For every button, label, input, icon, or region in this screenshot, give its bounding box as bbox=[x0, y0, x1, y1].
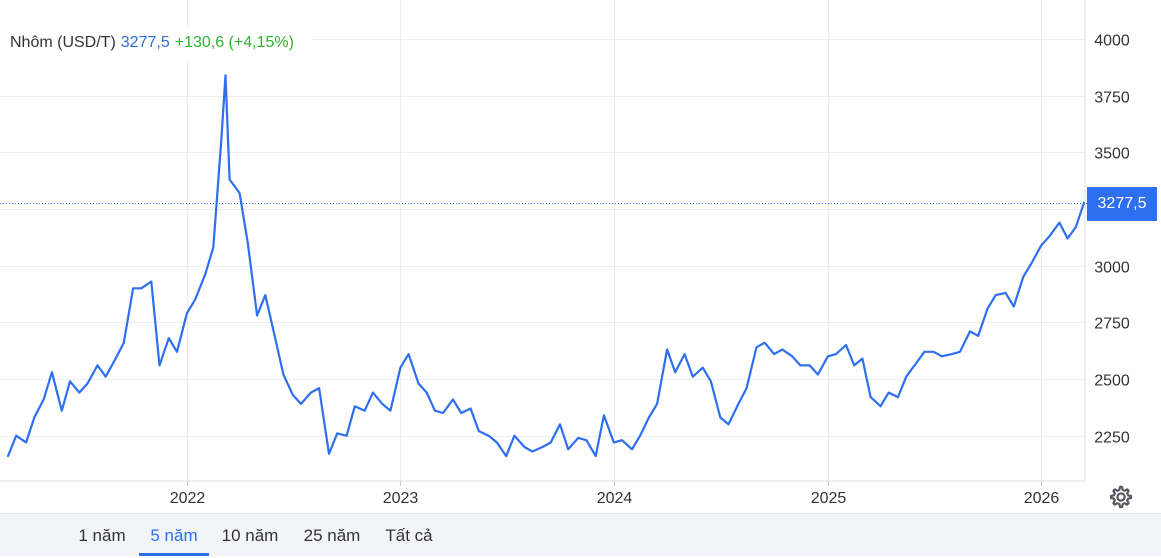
y-tick-label: 2750 bbox=[1094, 316, 1130, 333]
x-tick-label: 2024 bbox=[597, 490, 633, 507]
price-series bbox=[6, 74, 1086, 458]
x-tick-label: 2025 bbox=[811, 490, 847, 507]
legend-current-value: 3277,5 bbox=[120, 34, 170, 51]
series-line-aluminum bbox=[6, 74, 1086, 458]
y-tick-label: 3500 bbox=[1094, 146, 1130, 163]
chart-legend: Nhôm (USD/T) 3277,5 +130,6 (+4,15%) bbox=[0, 26, 312, 60]
y-tick-label: 2250 bbox=[1094, 430, 1130, 447]
y-tick-label: 3750 bbox=[1094, 90, 1130, 107]
y-axis-ticks: 2250 2500 2750 3000 3500 3750 4000 bbox=[1094, 33, 1130, 447]
x-tick-label: 2022 bbox=[170, 490, 206, 507]
y-tick-label: 3000 bbox=[1094, 260, 1130, 277]
time-range-bar: 1 năm 5 năm 10 năm 25 năm Tất cả bbox=[0, 513, 1161, 556]
x-axis-ticks: 2022 2023 2024 2025 2026 bbox=[170, 481, 1060, 507]
x-tick-label: 2023 bbox=[383, 490, 419, 507]
range-1-year[interactable]: 1 năm bbox=[78, 526, 126, 545]
legend-change: +130,6 (+4,15%) bbox=[174, 34, 294, 51]
range-25-years[interactable]: 25 năm bbox=[303, 526, 361, 545]
legend-instrument-name: Nhôm (USD/T) bbox=[10, 34, 116, 51]
grid-lines bbox=[0, 0, 1086, 482]
range-10-years[interactable]: 10 năm bbox=[221, 526, 279, 545]
range-5-years[interactable]: 5 năm bbox=[139, 514, 209, 556]
y-tick-label: 2500 bbox=[1094, 373, 1130, 390]
current-price-label: 3277,5 bbox=[1087, 186, 1157, 221]
gear-icon[interactable] bbox=[1108, 484, 1134, 510]
range-all[interactable]: Tất cả bbox=[385, 526, 433, 545]
x-tick-label: 2026 bbox=[1024, 490, 1060, 507]
y-tick-label: 4000 bbox=[1094, 33, 1130, 50]
